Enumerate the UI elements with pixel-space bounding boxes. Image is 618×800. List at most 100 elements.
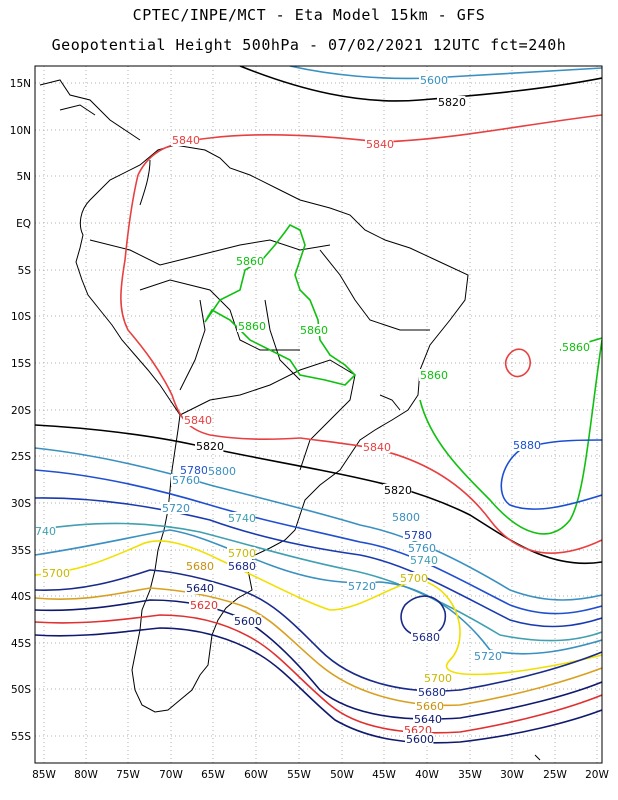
contour-label: 5640 xyxy=(414,713,442,726)
contour-label: 5680 xyxy=(412,631,440,644)
contour-label-bg xyxy=(237,320,266,332)
contour-5840-west xyxy=(120,174,301,441)
lon-label: 70W xyxy=(159,769,183,781)
contour-label-bg xyxy=(207,465,236,477)
lon-label: 55W xyxy=(287,769,311,781)
contour-label: 5600 xyxy=(406,733,434,746)
lon-label: 60W xyxy=(244,769,268,781)
contour-5680-south xyxy=(35,569,602,692)
lat-label: 30S xyxy=(11,498,31,510)
contour-label-bg xyxy=(365,138,394,150)
contour-5700 xyxy=(35,540,602,676)
contour-label: 5740 xyxy=(228,512,256,525)
contour-label-bg xyxy=(417,686,446,698)
contour-label-bg xyxy=(362,441,391,453)
contour-label-bg xyxy=(383,484,412,496)
contour-label: 5820 xyxy=(438,96,466,109)
contour-label-bg xyxy=(473,650,502,662)
lat-label: 35S xyxy=(11,545,31,557)
contour-label: 5860 xyxy=(562,341,590,354)
contour-label-bg xyxy=(41,567,70,579)
contour-5620 xyxy=(35,614,602,734)
contour-5880-east xyxy=(500,439,602,510)
contour-5800 xyxy=(35,447,602,601)
lon-label: 80W xyxy=(74,769,98,781)
contour-label: 5760 xyxy=(172,474,200,487)
map-gridlines xyxy=(35,66,602,763)
contour-label-bg xyxy=(185,560,214,572)
contour-label: 5660 xyxy=(416,700,444,713)
contour-label: 5720 xyxy=(162,502,190,515)
contour-label-bg xyxy=(235,255,264,267)
contour-5860-east xyxy=(419,339,602,535)
contour-label-bg xyxy=(409,554,438,566)
lat-label: 5N xyxy=(16,171,31,183)
lat-label: 15S xyxy=(11,358,31,370)
contour-label-bg xyxy=(561,341,590,353)
contour-label: 5780 xyxy=(180,464,208,477)
lon-label: 85W xyxy=(32,769,56,781)
contour-label: 5840 xyxy=(184,414,212,427)
contour-label: 5600 xyxy=(234,615,262,628)
contour-label-bg xyxy=(35,525,56,537)
contour-label: 740 xyxy=(35,525,56,538)
contour-label-bg xyxy=(347,580,376,592)
contour-label-bg xyxy=(423,672,452,684)
contour-lines xyxy=(35,66,602,744)
lat-label: 25S xyxy=(11,451,31,463)
longitude-labels: 85W 80W 75W 70W 65W 60W 55W 50W 45W 40W 35W 30W 25W 2… xyxy=(32,769,609,781)
contour-5660 xyxy=(35,587,602,707)
contour-label-bg xyxy=(419,74,448,86)
contour-label: 5700 xyxy=(424,672,452,685)
contour-label: 5780 xyxy=(404,529,432,542)
contour-label: 5860 xyxy=(300,324,328,337)
contour-label-bg xyxy=(403,529,432,541)
contour-label-bg xyxy=(512,439,541,451)
contour-label-bg xyxy=(189,599,218,611)
contour-label-bg xyxy=(171,134,200,146)
contour-label: 5800 xyxy=(392,511,420,524)
lat-label: 10S xyxy=(11,311,31,323)
contour-label: 5700 xyxy=(42,567,70,580)
contour-label: 5740 xyxy=(410,554,438,567)
contour-label: 5680 xyxy=(186,560,214,573)
contour-label-bg xyxy=(185,582,214,594)
contour-5860-amazon xyxy=(204,223,357,386)
lat-label: 20S xyxy=(11,405,31,417)
contour-5840-closed xyxy=(504,348,531,378)
lat-label: 15N xyxy=(10,78,31,90)
contour-label-bg xyxy=(419,369,448,381)
lat-label: 45S xyxy=(11,638,31,650)
contour-label-bg xyxy=(299,324,328,336)
coastline-borders xyxy=(39,79,541,761)
contour-5740 xyxy=(35,522,602,642)
contour-label: 5800 xyxy=(208,465,236,478)
map-subtitle: Geopotential Height 500hPa - 07/02/2021 … xyxy=(51,36,567,54)
contour-label: 5640 xyxy=(186,582,214,595)
lon-label: 50W xyxy=(330,769,354,781)
lon-label: 75W xyxy=(116,769,140,781)
contour-label: 5860 xyxy=(420,369,448,382)
contour-label: 5840 xyxy=(366,138,394,151)
contour-label-bg xyxy=(161,502,190,514)
contour-label: 5700 xyxy=(400,572,428,585)
contour-5840-south xyxy=(299,437,602,554)
contour-label: 5680 xyxy=(418,686,446,699)
contour-labels: 5600 5820 5840 5840 5860 5860 5860 5860 5860 5840… xyxy=(35,74,590,746)
contour-label-bg xyxy=(405,733,434,745)
lon-label: 25W xyxy=(543,769,567,781)
contour-label: 5600 xyxy=(420,74,448,87)
lat-label: 10N xyxy=(10,125,31,137)
contour-label: 5820 xyxy=(196,440,224,453)
contour-label-bg xyxy=(195,440,224,452)
contour-label-bg xyxy=(437,96,466,108)
lat-label: EQ xyxy=(16,218,31,230)
lat-label: 5S xyxy=(18,265,32,277)
lon-label: 45W xyxy=(372,769,396,781)
contour-5600 xyxy=(35,627,602,744)
lat-label: 55S xyxy=(11,731,31,743)
lon-label: 35W xyxy=(458,769,482,781)
contour-label: 5840 xyxy=(363,441,391,454)
contour-label-bg xyxy=(415,700,444,712)
contour-label-bg xyxy=(407,542,436,554)
